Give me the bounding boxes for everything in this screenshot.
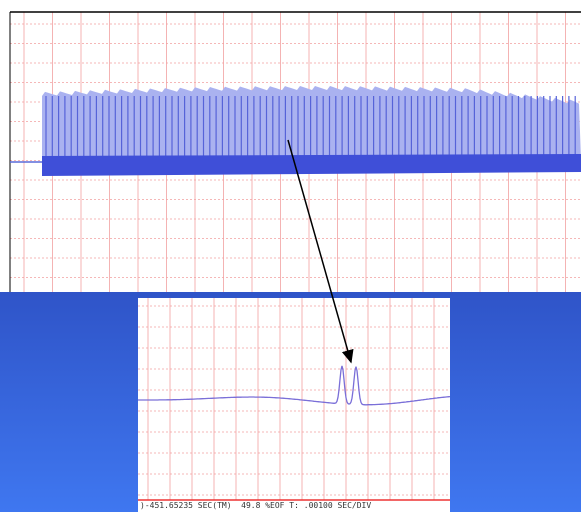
noise-band [42,154,581,176]
top-waveform [10,86,581,176]
status-text: )-451.65235 SEC(TM) 49.8 %EOF T: .00100 … [140,501,371,510]
pulse-envelope [42,86,581,160]
inset-trace [138,365,451,406]
zoom-arrow [287,139,354,364]
inset-panel [138,298,450,512]
